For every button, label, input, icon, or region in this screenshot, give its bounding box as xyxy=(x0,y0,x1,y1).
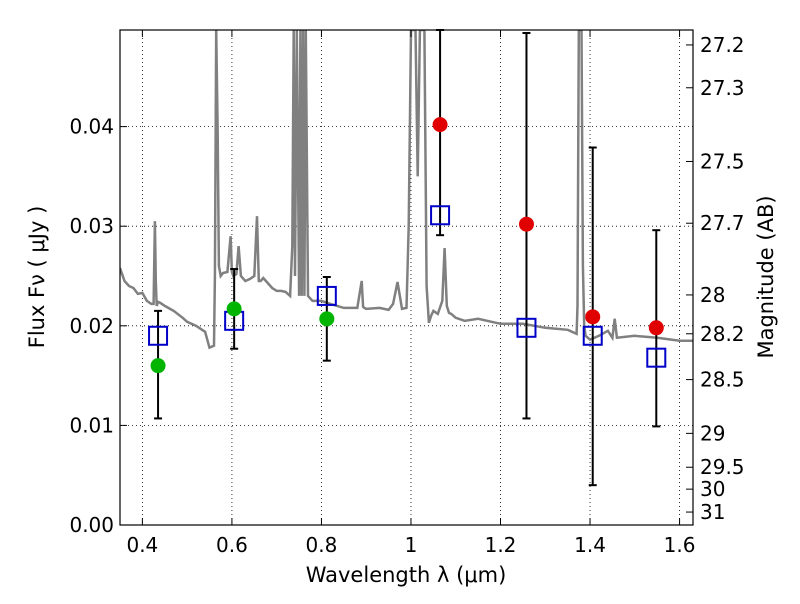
x-tick-label: 1 xyxy=(405,533,418,557)
right-tick-label: 28 xyxy=(700,283,725,307)
red-point xyxy=(432,117,448,133)
model-spectrum xyxy=(120,30,693,350)
x-tick-label: 1.6 xyxy=(664,533,696,557)
square-marker xyxy=(148,325,169,346)
square-marker xyxy=(316,285,337,306)
green-point xyxy=(150,358,166,374)
x-axis-label: Wavelength λ (μm) xyxy=(306,563,507,587)
right-tick-label: 29 xyxy=(700,421,725,445)
square-marker xyxy=(646,347,667,368)
x-tick-label: 0.4 xyxy=(126,533,158,557)
right-tick-label: 31 xyxy=(700,500,725,524)
y-tick-label: 0.00 xyxy=(69,513,114,537)
right-tick-label: 28.5 xyxy=(700,368,745,392)
y-tick-label: 0.03 xyxy=(69,214,114,238)
x-tick-label: 1.4 xyxy=(574,533,606,557)
green-point xyxy=(319,311,335,327)
x-tick-label: 1.2 xyxy=(485,533,517,557)
right-tick-label: 27.3 xyxy=(700,76,745,100)
y-axis-label: Flux Fν ( μJy ) xyxy=(25,206,49,349)
y-tick-label: 0.04 xyxy=(69,115,114,139)
data-points xyxy=(148,117,667,374)
green-point xyxy=(226,301,242,317)
right-tick-label: 29.5 xyxy=(700,455,745,479)
y-axis-ticks: 0.00 0.01 0.02 0.03 0.04 xyxy=(69,115,127,537)
red-point xyxy=(648,320,664,336)
red-point xyxy=(518,216,534,232)
y-tick-label: 0.01 xyxy=(69,413,114,437)
right-tick-label: 27.7 xyxy=(700,211,745,235)
right-tick-label: 27.2 xyxy=(700,33,745,57)
y-tick-label: 0.02 xyxy=(69,314,114,338)
plot-frame xyxy=(119,29,694,526)
right-tick-label: 28.2 xyxy=(700,322,745,346)
square-marker xyxy=(516,317,537,338)
x-tick-label: 0.6 xyxy=(216,533,248,557)
x-tick-label: 0.8 xyxy=(306,533,338,557)
right-tick-label: 27.5 xyxy=(700,149,745,173)
square-marker xyxy=(582,325,603,346)
square-marker xyxy=(430,205,451,226)
right-axis-label: Magnitude (AB) xyxy=(754,195,778,358)
grid-lines xyxy=(120,30,693,526)
model-spectrum-line xyxy=(120,30,693,350)
red-point xyxy=(585,309,601,325)
x-axis-ticks: 0.4 0.6 0.8 1 1.2 1.4 1.6 xyxy=(126,30,695,557)
right-tick-label: 30 xyxy=(700,477,725,501)
